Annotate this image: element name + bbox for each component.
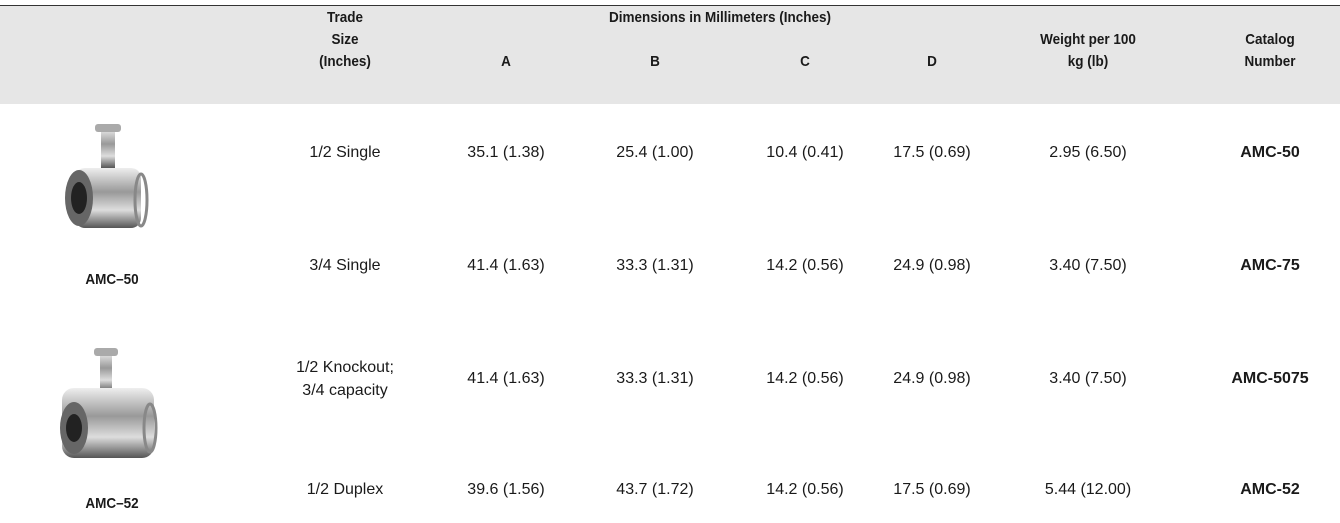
trade-size: 1/2 Knockout; <box>296 358 394 376</box>
weight: 2.95 (6.50) <box>1049 144 1127 161</box>
header-label: A <box>501 53 511 70</box>
product-label: AMC–50 <box>85 271 139 288</box>
trade-size: 1/2 Single <box>309 144 381 161</box>
dimension: 24.9 (0.98) <box>893 257 971 274</box>
header-label: kg (lb) <box>1067 53 1109 70</box>
catalog-number: AMC-5075 <box>1231 370 1309 387</box>
product-label: AMC–52 <box>85 495 139 512</box>
dimension: 14.2 (0.56) <box>766 370 844 387</box>
header-label: Trade <box>326 9 364 26</box>
dimension: 17.5 (0.69) <box>893 481 971 498</box>
header-label: Dimensions in Millimeters (Inches) <box>608 9 832 26</box>
trade-size: 1/2 Duplex <box>306 481 384 498</box>
trade-size: 3/4 Single <box>309 257 381 274</box>
header-label: (Inches) <box>319 53 371 70</box>
dimension: 17.5 (0.69) <box>893 144 971 161</box>
weight: 5.44 (12.00) <box>1044 481 1132 498</box>
dimension: 39.6 (1.56) <box>467 481 545 498</box>
header-label: Catalog <box>1245 31 1295 48</box>
dimension: 33.3 (1.31) <box>616 370 694 387</box>
header-label: Number <box>1244 53 1296 70</box>
dimension: 43.7 (1.72) <box>616 481 694 498</box>
weight: 3.40 (7.50) <box>1049 257 1127 274</box>
product-image <box>65 124 149 228</box>
header-label: D <box>927 53 937 70</box>
dimension: 14.2 (0.56) <box>766 257 844 274</box>
catalog-number: AMC-75 <box>1240 257 1300 274</box>
header-band <box>0 5 1340 104</box>
dimension: 14.2 (0.56) <box>766 481 844 498</box>
header-label: Size <box>331 31 359 48</box>
weight: 3.40 (7.50) <box>1049 370 1127 387</box>
dimension: 25.4 (1.00) <box>616 144 694 161</box>
dimension: 10.4 (0.41) <box>766 144 844 161</box>
dimension: 41.4 (1.63) <box>467 257 545 274</box>
dimension: 33.3 (1.31) <box>616 257 694 274</box>
product-image <box>60 348 158 458</box>
catalog-number: AMC-52 <box>1240 481 1300 498</box>
dimension: 24.9 (0.98) <box>893 370 971 387</box>
dimension: 41.4 (1.63) <box>467 370 545 387</box>
header-label: Weight per 100 <box>1040 31 1136 48</box>
catalog-number: AMC-50 <box>1240 144 1300 161</box>
header-label: C <box>800 53 810 70</box>
header-label: B <box>650 53 660 70</box>
trade-size: 3/4 capacity <box>302 381 388 399</box>
dimension: 35.1 (1.38) <box>467 144 545 161</box>
